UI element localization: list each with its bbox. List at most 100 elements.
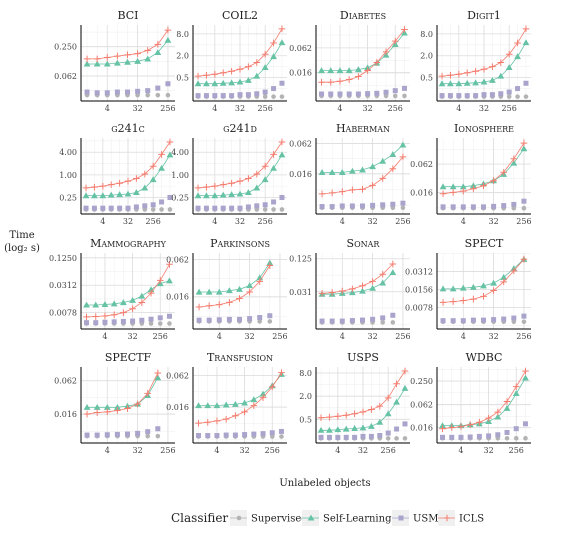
- data-point: [384, 410, 392, 417]
- series-line: [321, 32, 405, 71]
- data-point: [394, 426, 400, 432]
- data-point: [196, 433, 202, 439]
- legend-title: Classifier: [171, 511, 228, 525]
- data-point: [124, 405, 131, 412]
- data-point: [278, 428, 284, 434]
- data-point: [448, 424, 456, 431]
- data-point: [490, 287, 497, 294]
- data-point: [83, 205, 89, 211]
- data-point: [385, 430, 391, 436]
- panel-bci: 4 32 256 0.062 0.250 BCI: [54, 9, 175, 113]
- data-point: [278, 138, 286, 146]
- data-point: [456, 93, 462, 99]
- data-point: [360, 433, 366, 439]
- data-point: [459, 183, 467, 190]
- y-tick-label: 0.25: [171, 193, 189, 202]
- series-line: [198, 374, 282, 406]
- data-point: [449, 189, 457, 196]
- data-point: [157, 315, 163, 321]
- data-point: [261, 176, 269, 183]
- data-point: [343, 434, 349, 440]
- data-point: [449, 183, 457, 190]
- x-tick-label: 256: [272, 332, 287, 341]
- data-point: [355, 73, 362, 80]
- legend-key-marker: [307, 514, 315, 521]
- data-point: [472, 79, 480, 86]
- series-icls: [439, 255, 528, 306]
- data-point: [460, 318, 466, 324]
- data-point: [278, 369, 285, 376]
- data-point: [130, 318, 136, 324]
- data-point: [223, 432, 229, 438]
- x-tick-label: 32: [368, 332, 378, 341]
- series-icls: [194, 25, 286, 80]
- data-point: [270, 164, 277, 171]
- data-point: [401, 367, 409, 375]
- data-point: [159, 207, 164, 212]
- data-point: [338, 188, 346, 195]
- data-point: [439, 299, 447, 306]
- data-point: [379, 279, 387, 286]
- series-icls: [438, 25, 530, 80]
- data-point: [402, 436, 408, 441]
- data-point: [349, 203, 355, 209]
- series-usm: [196, 313, 273, 323]
- data-point: [511, 315, 517, 321]
- data-point: [449, 285, 457, 292]
- x-tick-label: 32: [479, 104, 489, 113]
- data-point: [101, 301, 109, 308]
- series-usm: [84, 81, 171, 96]
- data-point: [467, 434, 473, 440]
- data-point: [327, 78, 335, 86]
- data-point: [148, 316, 154, 322]
- data-point: [133, 204, 139, 210]
- data-point: [262, 207, 268, 212]
- data-point: [266, 262, 274, 269]
- y-tick-label: 1.00: [59, 171, 77, 180]
- data-point: [204, 402, 212, 409]
- data-point: [497, 59, 505, 66]
- series-usm: [84, 426, 161, 438]
- data-point: [93, 60, 101, 67]
- data-point: [278, 39, 286, 46]
- data-point: [463, 69, 471, 77]
- x-tick-label: 256: [509, 446, 524, 455]
- legend-label: USM: [413, 514, 439, 525]
- series-line: [442, 370, 526, 430]
- data-point: [488, 76, 496, 83]
- data-point: [261, 162, 269, 170]
- data-point: [203, 192, 210, 199]
- data-point: [253, 59, 261, 66]
- data-point: [195, 303, 203, 311]
- data-point: [267, 313, 273, 319]
- y-tick-label: 2.0: [420, 52, 433, 61]
- data-point: [155, 85, 161, 91]
- data-point: [145, 433, 151, 439]
- data-point: [145, 429, 151, 435]
- series-usm: [319, 85, 407, 97]
- legend-key-marker: [236, 515, 242, 521]
- data-point: [480, 204, 486, 210]
- data-point: [439, 93, 445, 99]
- panel-spect: 4 32 256 0.0078 0.0156 0.0312 SPECT: [405, 237, 532, 341]
- data-point: [149, 162, 157, 170]
- series-self-learning: [194, 151, 286, 199]
- series-icls: [83, 26, 172, 63]
- data-point: [401, 26, 408, 33]
- data-point: [270, 151, 277, 158]
- data-point: [279, 434, 284, 439]
- data-point: [141, 184, 149, 191]
- data-point: [134, 400, 141, 408]
- data-point: [511, 201, 517, 207]
- data-point: [167, 194, 173, 200]
- data-point: [104, 432, 110, 438]
- data-point: [156, 277, 164, 284]
- data-point: [439, 425, 446, 432]
- data-point: [159, 199, 165, 205]
- data-point: [329, 204, 335, 210]
- x-tick-label: 4: [105, 104, 110, 113]
- x-tick-label: 32: [245, 332, 255, 341]
- data-point: [206, 317, 212, 323]
- data-point: [83, 313, 90, 321]
- data-point: [390, 320, 396, 325]
